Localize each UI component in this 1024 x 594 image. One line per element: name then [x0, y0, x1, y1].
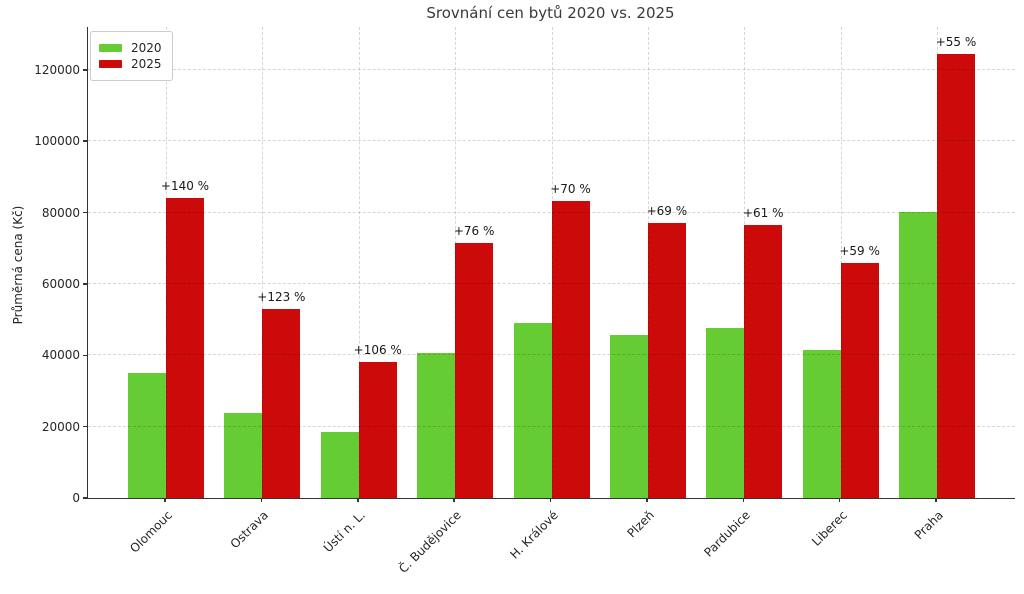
y-tick-label-60000: 60000 — [41, 276, 80, 291]
bar-2020-5 — [609, 335, 648, 498]
legend-label-2020: 2020 — [131, 41, 162, 55]
gridline-v-0 — [166, 27, 167, 498]
y-tick-label-100000: 100000 — [34, 134, 80, 149]
x-tick-mark-5 — [646, 498, 648, 502]
gridline-h-120000 — [88, 68, 1015, 70]
x-tick-mark-8 — [935, 498, 937, 502]
pct-label-6: +61 % — [742, 205, 784, 220]
gridline-h-20000 — [88, 425, 1015, 427]
y-tick-label-80000: 80000 — [41, 205, 80, 220]
y-tick-mark-60000 — [83, 283, 87, 285]
gridline-v-6 — [744, 27, 746, 498]
pct-label-1: +123 % — [257, 289, 306, 304]
bar-2020-1 — [224, 413, 263, 498]
legend-label-2025: 2025 — [131, 57, 162, 71]
y-tick-label-20000: 20000 — [41, 419, 80, 434]
pct-label-7: +59 % — [839, 243, 880, 258]
pct-label-2: +106 % — [353, 343, 402, 358]
legend-item-2020: 2020 — [99, 41, 162, 55]
bar-2020-4 — [513, 323, 552, 498]
legend-item-2025: 2025 — [99, 57, 162, 71]
gridline-h-100000 — [88, 140, 1015, 142]
gridline-h-40000 — [88, 354, 1015, 356]
x-tick-label-0: Olomouc — [127, 508, 175, 556]
y-tick-mark-100000 — [83, 140, 87, 142]
plot-area: +140 % +123 % +106 % +76 % +70 % +69 % +61 % +5… — [87, 27, 1015, 499]
bar-2020-6 — [706, 328, 745, 498]
x-tick-mark-0 — [164, 498, 166, 502]
x-tick-mark-2 — [357, 498, 359, 502]
bar-2025-1 — [262, 308, 301, 498]
x-tick-mark-1 — [260, 498, 263, 502]
gridline-v-7 — [840, 27, 842, 498]
gridline-v-3 — [455, 27, 457, 498]
legend-swatch-2025 — [99, 60, 122, 68]
pct-label-3: +76 % — [453, 223, 495, 238]
y-tick-label-40000: 40000 — [41, 348, 80, 363]
x-tick-mark-7 — [838, 498, 841, 502]
gridline-v-4 — [551, 27, 553, 498]
bar-2025-2 — [358, 362, 397, 498]
chart-title: Srovnání cen bytů 2020 vs. 2025 — [426, 4, 675, 22]
y-tick-mark-40000 — [83, 354, 87, 357]
bar-2020-2 — [320, 432, 359, 498]
bar-2025-5 — [647, 222, 686, 498]
y-tick-mark-120000 — [83, 69, 87, 71]
gridline-v-5 — [647, 27, 649, 498]
gridline-h-60000 — [88, 282, 1015, 284]
bar-2020-8 — [899, 211, 937, 498]
bar-2025-6 — [744, 224, 783, 498]
bar-2020-7 — [802, 349, 841, 498]
y-tick-mark-80000 — [83, 211, 87, 214]
y-tick-mark-20000 — [83, 425, 87, 428]
pct-label-8: +55 % — [935, 35, 977, 50]
x-tick-mark-4 — [549, 498, 552, 502]
pct-label-5: +69 % — [646, 203, 688, 218]
y-tick-label-0: 0 — [72, 491, 80, 505]
bar-2020-0 — [128, 373, 166, 498]
gridline-v-8 — [937, 27, 938, 498]
bar-2025-7 — [840, 262, 879, 498]
pct-label-4: +70 % — [550, 181, 591, 196]
bar-2025-3 — [455, 242, 494, 498]
legend: 2020 2025 — [90, 31, 173, 81]
bar-2025-8 — [937, 54, 975, 498]
gridline-v-2 — [358, 27, 360, 498]
pct-label-0: +140 % — [160, 179, 210, 194]
bar-2025-4 — [551, 200, 590, 498]
y-tick-label-120000: 120000 — [34, 62, 80, 77]
x-tick-mark-6 — [742, 498, 744, 502]
legend-swatch-2020 — [99, 44, 122, 52]
bar-2025-0 — [166, 198, 204, 498]
bar-2020-3 — [417, 352, 456, 498]
y-tick-mark-0 — [83, 497, 87, 499]
x-tick-mark-3 — [453, 498, 455, 502]
gridline-v-1 — [262, 27, 264, 498]
gridline-h-80000 — [88, 211, 1015, 213]
